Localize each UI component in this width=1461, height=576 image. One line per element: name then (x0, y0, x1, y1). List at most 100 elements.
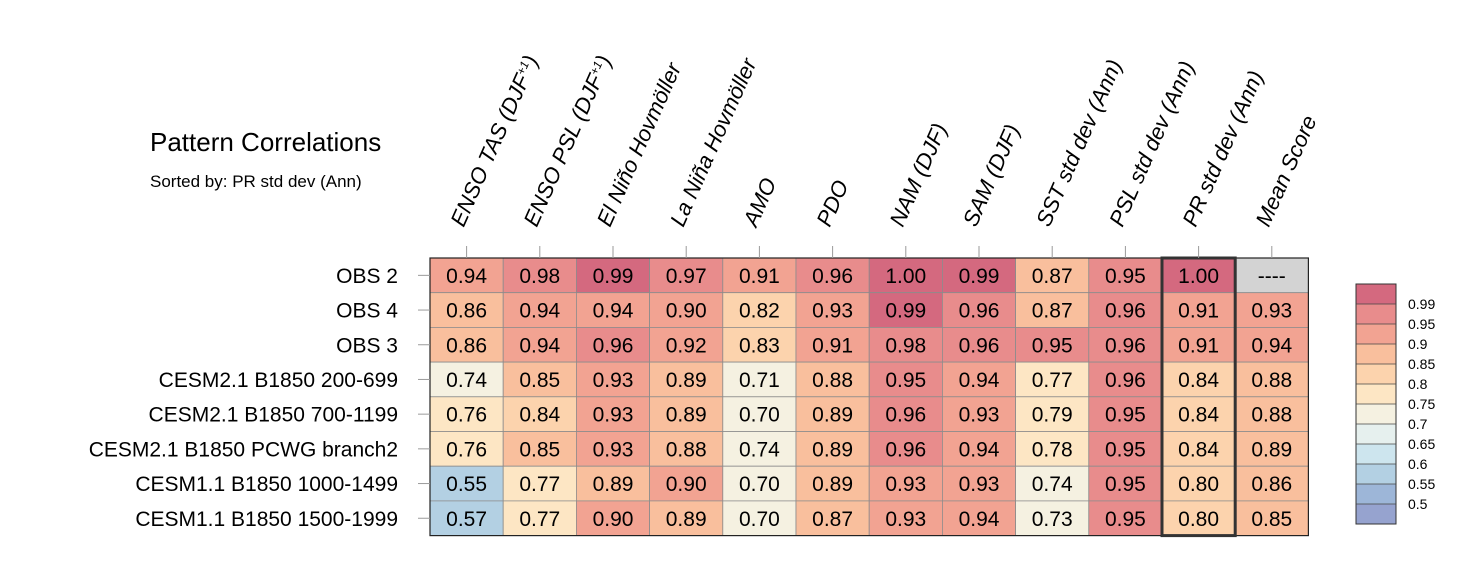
heatmap-cell (942, 431, 1017, 467)
cell-value-label: 0.96 (959, 300, 1000, 323)
cell-value-label: 0.96 (959, 334, 1000, 357)
colorbar-label: 0.5 (1408, 496, 1428, 512)
cell-value-label: 0.80 (1178, 473, 1219, 496)
cell-value-label: 0.79 (1032, 404, 1073, 427)
cell-value-label: 0.85 (519, 369, 560, 392)
cell-value-label: 0.89 (666, 508, 707, 531)
heatmap-cell (942, 292, 1017, 328)
cell-value-label: 0.95 (1105, 265, 1146, 288)
heatmap-cell (576, 326, 651, 363)
cell-value-label: 0.96 (1105, 300, 1146, 323)
cell-value-label: 0.89 (666, 369, 707, 392)
colorbar-label: 0.9 (1408, 336, 1428, 352)
heatmap-cell (576, 361, 651, 398)
cell-value-label: 0.96 (593, 334, 634, 357)
heatmap-cell (1088, 500, 1163, 536)
colorbar-label: 0.85 (1408, 356, 1435, 372)
row-label: CESM2.1 B1850 PCWG branch2 (89, 438, 398, 461)
column-label: SAM (DJF) (958, 121, 1025, 231)
column-label: PDO (811, 176, 853, 230)
cell-value-label: 0.88 (1251, 404, 1292, 427)
row-label: OBS 3 (336, 334, 398, 357)
heatmap-cell (502, 465, 577, 502)
cell-value-label: 0.89 (1251, 438, 1292, 461)
heatmap-cell (429, 465, 504, 502)
heatmap-cell (868, 257, 943, 294)
cell-value-label: 0.84 (519, 404, 560, 427)
cell-value-label: 0.82 (739, 300, 780, 323)
heatmap-cell (1088, 292, 1163, 328)
colorbar-label: 0.6 (1408, 456, 1428, 472)
cell-value-label: 0.95 (1032, 334, 1073, 357)
cell-value-label: 0.95 (885, 369, 926, 392)
cell-value-label: 0.88 (666, 438, 707, 461)
cell-value-label: 0.90 (666, 473, 707, 496)
cell-value-label: 0.93 (959, 473, 1000, 496)
heatmap-cell (1015, 396, 1090, 432)
cell-value-label: 0.93 (812, 300, 853, 323)
heatmap-cell (1015, 431, 1090, 467)
cell-value-label: 0.91 (1178, 300, 1219, 323)
cell-value-label: 0.93 (885, 473, 926, 496)
colorbar-segment (1356, 484, 1396, 504)
heatmap-cell (1161, 500, 1236, 536)
chart-subtitle: Sorted by: PR std dev (Ann) (150, 172, 362, 191)
cell-value-label: 0.96 (885, 404, 926, 427)
cell-value-label: 0.83 (739, 334, 780, 357)
row-label: OBS 4 (336, 300, 398, 323)
colorbar-label: 0.55 (1408, 476, 1435, 492)
cell-value-label: 0.84 (1178, 404, 1219, 427)
heatmap-cell (1088, 361, 1163, 398)
cell-value-label: 0.77 (519, 473, 560, 496)
heatmap-cell (1088, 431, 1163, 467)
heatmap-cell (576, 396, 651, 432)
cell-value-label: 0.99 (593, 265, 634, 288)
cell-value-label: 0.76 (446, 438, 487, 461)
column-label: AMO (737, 174, 781, 232)
heatmap-cell (1088, 465, 1163, 502)
column-label: PR std dev (Ann) (1177, 67, 1268, 230)
row-label: CESM1.1 B1850 1000-1499 (135, 473, 398, 496)
heatmap-cell (1015, 500, 1090, 536)
heatmap-cell (1015, 257, 1090, 294)
cell-value-label: 0.96 (812, 265, 853, 288)
cell-value-label: 0.94 (519, 300, 560, 323)
column-label-superscript: +1 (514, 59, 532, 77)
heatmap-cell (1161, 326, 1236, 363)
colorbar-label: 0.95 (1408, 316, 1435, 332)
cell-value-label: 0.71 (739, 369, 780, 392)
cell-value-label: 0.89 (812, 473, 853, 496)
cell-value-label: 0.87 (812, 508, 853, 531)
cell-value-label: 0.97 (666, 265, 707, 288)
heatmap-cell (576, 500, 651, 536)
cell-value-label: 0.90 (666, 300, 707, 323)
heatmap-cell (502, 326, 577, 363)
cell-value-label: 0.55 (446, 473, 487, 496)
column-label: NAM (DJF) (885, 119, 953, 230)
cell-value-label: 0.94 (1251, 334, 1292, 357)
cell-value-label: 0.99 (959, 265, 1000, 288)
cell-value-label: 0.96 (1105, 334, 1146, 357)
heatmap-cell (1161, 396, 1236, 432)
cell-value-label: 0.77 (1032, 369, 1073, 392)
cell-value-label: 0.94 (959, 438, 1000, 461)
heatmap-cell (502, 292, 577, 328)
heatmap-cell (942, 326, 1017, 363)
colorbar-label: 0.75 (1408, 396, 1435, 412)
heatmap-cell (429, 431, 504, 467)
colorbar-segment (1356, 504, 1396, 524)
cell-value-label: 0.91 (1178, 334, 1219, 357)
cell-value-label: 0.84 (1178, 438, 1219, 461)
cell-value-label: 0.95 (1105, 508, 1146, 531)
heatmap-cell (868, 292, 943, 328)
row-label: OBS 2 (336, 265, 398, 288)
cell-value-label: 0.76 (446, 404, 487, 427)
colorbar-segment (1356, 424, 1396, 444)
cell-value-label: 0.96 (885, 438, 926, 461)
chart-title: Pattern Correlations (150, 127, 382, 157)
colorbar-segment (1356, 344, 1396, 364)
colorbar-label: 0.65 (1408, 436, 1435, 452)
row-label: CESM1.1 B1850 1500-1999 (135, 508, 398, 531)
cell-value-label: 0.77 (519, 508, 560, 531)
